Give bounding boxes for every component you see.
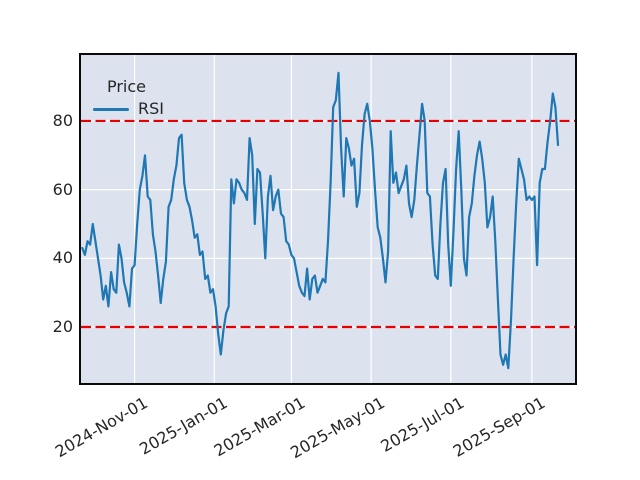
rsi-line-swatch (93, 107, 129, 111)
x-tick-label-2024-11-01: 2024-Nov-01 (52, 393, 152, 462)
y-tick-label-40: 40 (52, 248, 73, 268)
legend: Price RSI (89, 76, 164, 120)
legend-entry-rsi: RSI (89, 98, 164, 120)
legend-title: Price (106, 77, 147, 96)
y-tick-label-20: 20 (52, 317, 73, 337)
y-tick-label-80: 80 (52, 110, 73, 130)
rsi-line (81, 71, 560, 370)
plot-area: Price RSI (79, 53, 577, 385)
y-tick-label-60: 60 (52, 179, 73, 199)
x-tick-label-2025-09-01: 2025-Sep-01 (449, 393, 549, 461)
legend-rsi-label: RSI (138, 99, 164, 118)
chart-canvas (81, 55, 575, 383)
